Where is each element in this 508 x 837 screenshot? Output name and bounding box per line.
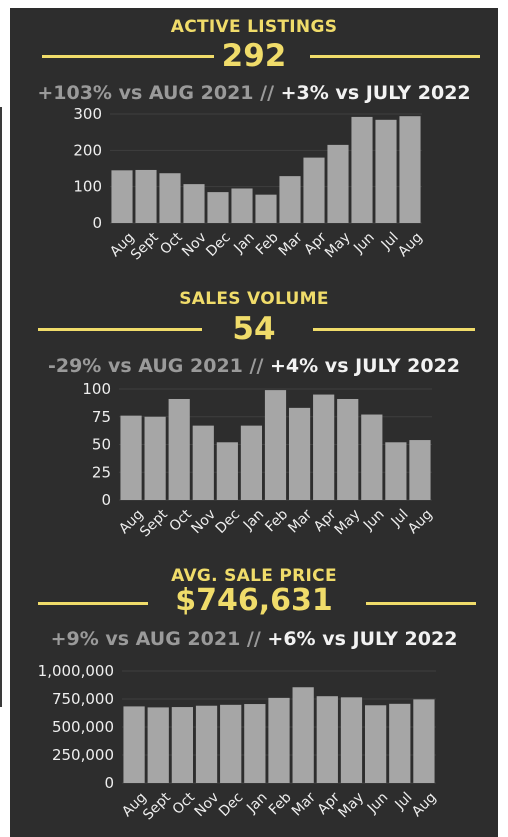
y-tick-label: 500,000 — [52, 718, 114, 736]
x-tick-label: Dec — [216, 789, 246, 819]
y-tick-label: 100 — [82, 380, 111, 398]
y-tick-label: 100 — [73, 178, 102, 196]
x-tick-label: Mar — [289, 789, 319, 819]
x-tick-label: Jan — [243, 789, 270, 816]
comparison-line: +9% vs AUG 2021 // +6% vs JULY 2022 — [10, 628, 498, 650]
bar — [244, 704, 266, 783]
section-title: AVG. SALE PRICE — [171, 566, 337, 586]
bar — [364, 705, 387, 783]
comparison-separator: // — [253, 82, 281, 104]
bar — [313, 394, 335, 500]
bar — [327, 144, 349, 223]
y-tick-label: 250,000 — [52, 746, 114, 764]
y-tick-label: 750,000 — [52, 690, 114, 708]
bar — [144, 416, 166, 500]
left-edge-line — [0, 107, 2, 707]
bar — [316, 696, 338, 783]
bar — [220, 704, 242, 783]
bar — [183, 184, 205, 223]
bar — [361, 414, 383, 500]
bar — [413, 699, 435, 783]
bar — [303, 157, 325, 223]
y-tick-label: 25 — [92, 463, 111, 481]
bar — [385, 442, 407, 500]
bar — [292, 687, 314, 783]
y-tick-label: 1,000,000 — [38, 662, 114, 680]
active-listings-chart: 0100200300AugSeptOctNovDecJanFebMarAprMa… — [73, 105, 425, 263]
comparison-month: +6% vs JULY 2022 — [267, 628, 458, 650]
bar — [171, 707, 194, 783]
bar — [337, 398, 359, 500]
title-rule-left — [38, 602, 148, 605]
bar — [216, 442, 238, 500]
x-tick-label: Oct — [170, 789, 199, 818]
y-tick-label: 0 — [101, 491, 111, 509]
bar — [279, 176, 301, 223]
y-tick-label: 200 — [73, 141, 102, 159]
y-tick-label: 0 — [104, 774, 114, 792]
bar — [399, 116, 421, 223]
headline-value: $746,631 — [175, 583, 333, 618]
section-title: SALES VOLUME — [179, 289, 329, 309]
title-rule-right — [313, 328, 475, 331]
y-tick-label: 75 — [92, 408, 111, 426]
avg-sale-price-chart: 0250,000500,000750,0001,000,000AugSeptOc… — [38, 662, 440, 823]
sales-volume-chart: 0255075100AugSeptOctNovDecJanFebMarAprMa… — [82, 380, 435, 540]
bar — [111, 170, 133, 223]
bar — [288, 407, 311, 500]
bar — [389, 703, 411, 783]
title-rule-right — [310, 55, 480, 58]
comparison-year: +103% vs AUG 2021 — [37, 82, 254, 104]
comparison-year: +9% vs AUG 2021 — [50, 628, 241, 650]
bar — [264, 390, 287, 500]
comparison-separator: // — [242, 355, 271, 377]
bar — [147, 707, 169, 783]
x-tick-label: Feb — [266, 789, 295, 818]
bar — [231, 188, 253, 223]
y-tick-label: 0 — [92, 214, 102, 232]
headline-value: 292 — [221, 38, 287, 74]
bar — [207, 192, 229, 223]
section-title: ACTIVE LISTINGS — [170, 17, 338, 37]
comparison-month: +3% vs JULY 2022 — [280, 82, 471, 104]
bar — [351, 116, 373, 223]
bar — [340, 697, 363, 783]
title-rule-left — [38, 328, 202, 331]
bar — [268, 697, 290, 783]
bar — [409, 440, 431, 500]
title-rule-right — [366, 602, 476, 605]
comparison-line: -29% vs AUG 2021 // +4% vs JULY 2022 — [10, 355, 498, 377]
bar — [123, 706, 145, 783]
bar — [135, 169, 157, 223]
title-rule-left — [42, 55, 214, 58]
comparison-line: +103% vs AUG 2021 // +3% vs JULY 2022 — [10, 82, 498, 104]
bar — [120, 415, 142, 500]
headline-value: 54 — [232, 311, 276, 347]
x-tick-label: Aug — [409, 789, 440, 820]
y-tick-label: 300 — [73, 105, 102, 123]
y-tick-label: 50 — [92, 436, 111, 454]
stats-panel: ACTIVE LISTINGS 292 +103% vs AUG 2021 //… — [10, 8, 498, 837]
bar — [255, 194, 277, 223]
comparison-separator: // — [240, 628, 268, 650]
comparison-year: -29% vs AUG 2021 — [47, 355, 243, 377]
comparison-month: +4% vs JULY 2022 — [270, 355, 461, 377]
bar — [168, 398, 190, 500]
x-tick-label: May — [335, 789, 367, 821]
bar — [375, 119, 397, 223]
x-tick-label: Nov — [192, 789, 223, 820]
bar — [240, 425, 263, 500]
bar — [195, 705, 218, 783]
x-tick-label: Jun — [364, 789, 391, 816]
bar — [159, 173, 181, 223]
bar — [192, 425, 214, 500]
